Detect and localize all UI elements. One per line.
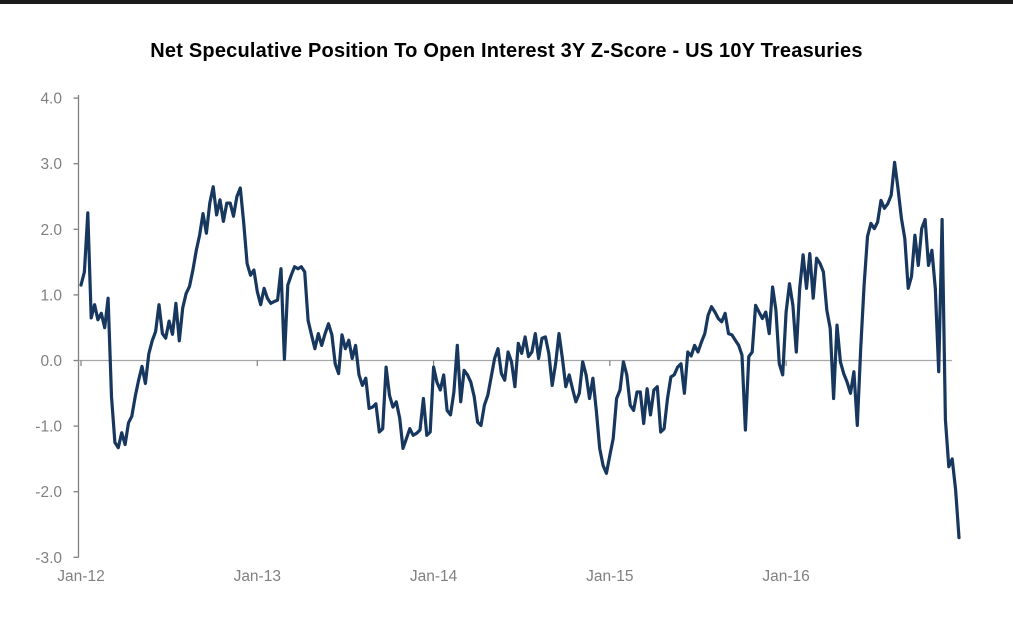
chart-title: Net Speculative Position To Open Interes… (150, 40, 862, 62)
y-axis-ticks: 4.0 3.0 2.0 1.0 0.0 -1.0 -2.0 -3.0 (35, 91, 79, 567)
x-tick-label: Jan-14 (410, 568, 458, 585)
y-tick-label: 1.0 (40, 287, 62, 304)
y-tick-label: 3.0 (40, 156, 62, 173)
y-tick-label: 4.0 (40, 91, 62, 108)
x-tick-label: Jan-12 (57, 568, 104, 585)
y-tick-label: 2.0 (40, 222, 62, 239)
x-axis-ticks: Jan-12 Jan-13 Jan-14 Jan-15 Jan-16 (57, 360, 810, 585)
top-window-edge (0, 0, 1013, 4)
x-tick-label: Jan-15 (586, 568, 633, 585)
y-tick-label: -1.0 (35, 419, 62, 436)
x-tick-label: Jan-13 (234, 568, 281, 585)
y-tick-label: -2.0 (35, 484, 62, 501)
x-tick-label: Jan-16 (762, 568, 809, 585)
y-tick-label: -3.0 (35, 550, 62, 567)
series-line (79, 160, 961, 540)
y-tick-label: 0.0 (40, 353, 62, 370)
